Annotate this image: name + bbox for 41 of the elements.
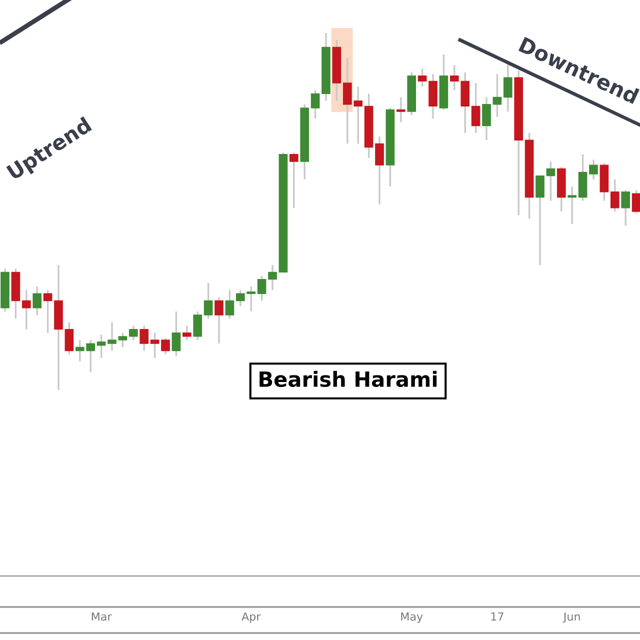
candlestick: [632, 189, 640, 214]
candlestick: [150, 332, 160, 359]
candlestick: [482, 96, 491, 141]
candlestick: [375, 136, 384, 206]
candlestick: [32, 286, 42, 316]
x-tick-label: Apr: [242, 612, 261, 623]
candlestick: [536, 174, 544, 266]
candlestick: [64, 321, 74, 356]
annotation: Bearish Harami: [260, 370, 437, 388]
candlestick: [492, 73, 502, 118]
candlestick: [214, 296, 224, 344]
candlestick: [22, 289, 31, 330]
candlestick: [108, 321, 116, 352]
candlestick: [161, 337, 170, 356]
candlestick: [268, 264, 277, 291]
candlestick: [96, 334, 106, 359]
candlestick: [546, 160, 556, 202]
candlestick: [140, 324, 149, 352]
x-tick-label: 17: [491, 612, 504, 621]
candlestick: [568, 186, 577, 225]
candlestick: [289, 152, 298, 209]
candlestick: [396, 96, 406, 124]
candlestick: [610, 178, 620, 212]
candlestick: [589, 158, 598, 180]
candlestick: [418, 68, 427, 88]
candlestick: [471, 82, 480, 134]
candlestick: [225, 289, 234, 320]
candlestick: [621, 189, 630, 227]
x-tick-label: Mar: [92, 612, 112, 621]
candlestick: [257, 274, 266, 302]
x-tick-label: Jun: [562, 612, 580, 623]
candlestick: [43, 289, 52, 334]
candlestick: [172, 310, 181, 357]
candlestick: [128, 324, 138, 341]
candlestick: [503, 62, 512, 112]
candlestick: [310, 89, 320, 120]
x-tick-label: May: [401, 612, 423, 623]
candlestick: [193, 310, 202, 341]
candlestick: [118, 332, 128, 348]
candlestick: [182, 324, 192, 341]
candlestick: [204, 282, 213, 320]
